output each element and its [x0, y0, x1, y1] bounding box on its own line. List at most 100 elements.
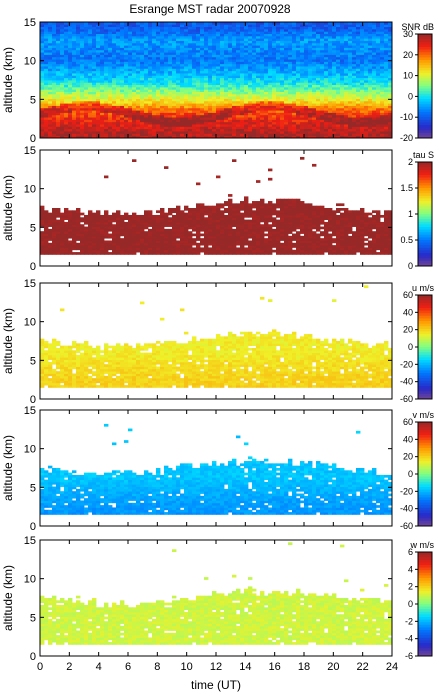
- heatmap-cell: [332, 47, 337, 51]
- heatmap-cell: [40, 205, 45, 209]
- heatmap-cell: [40, 22, 45, 25]
- heatmap-cell: [212, 45, 217, 48]
- heatmap-cell: [68, 242, 73, 246]
- heatmap-cell: [312, 107, 317, 111]
- heatmap-cell: [92, 242, 97, 246]
- heatmap-cell: [224, 66, 229, 69]
- heatmap-cell: [136, 82, 141, 86]
- heatmap-cell: [76, 45, 81, 48]
- heatmap-cell: [380, 131, 385, 134]
- heatmap-cell: [92, 75, 97, 79]
- heatmap-cell: [76, 84, 81, 88]
- heatmap-cell: [364, 105, 369, 109]
- heatmap-cell: [140, 119, 145, 123]
- heatmap-cell: [256, 68, 261, 72]
- heatmap-cell: [148, 212, 153, 216]
- heatmap-cell: [332, 124, 337, 127]
- heatmap-cell: [128, 96, 133, 99]
- heatmap-cell: [196, 49, 201, 53]
- heatmap-cell: [360, 66, 365, 69]
- heatmap-cell: [336, 63, 341, 67]
- heatmap-cell: [244, 38, 249, 41]
- heatmap-cell: [100, 52, 105, 55]
- heatmap-cell: [388, 89, 393, 92]
- heatmap-cell: [160, 47, 165, 51]
- heatmap-cell: [244, 47, 249, 51]
- heatmap-cell: [44, 89, 49, 92]
- heatmap-cell: [112, 107, 117, 111]
- heatmap-cell: [160, 68, 165, 72]
- heatmap-cell: [144, 28, 149, 32]
- heatmap-cell: [328, 68, 333, 72]
- heatmap-cell: [48, 84, 53, 88]
- heatmap-cell: [60, 96, 65, 99]
- heatmap-cell: [212, 117, 217, 120]
- heatmap-cell: [220, 22, 225, 25]
- heatmap-cell: [212, 82, 217, 86]
- heatmap-cell: [340, 73, 345, 76]
- heatmap-cell: [296, 100, 301, 104]
- heatmap-cell: [364, 124, 369, 127]
- heatmap-cell: [88, 110, 93, 113]
- heatmap-cell: [276, 52, 281, 55]
- heatmap-cell: [68, 54, 73, 58]
- heatmap-cell: [124, 73, 129, 76]
- heatmap-cell: [132, 128, 137, 132]
- heatmap-cell: [80, 24, 85, 28]
- heatmap-cell: [40, 247, 45, 251]
- heatmap-cell: [104, 77, 109, 81]
- heatmap-cell: [140, 73, 145, 76]
- heatmap-cell: [344, 89, 349, 92]
- heatmap-cell: [320, 26, 325, 30]
- heatmap-cell: [148, 61, 153, 65]
- heatmap-cell: [328, 119, 333, 123]
- heatmap-cell: [128, 77, 133, 81]
- heatmap-cell: [212, 56, 217, 60]
- heatmap-cell: [300, 24, 305, 28]
- heatmap-cell: [372, 52, 377, 55]
- heatmap-cell: [240, 84, 245, 88]
- heatmap-cell: [120, 40, 125, 44]
- heatmap-cell: [148, 56, 153, 60]
- heatmap-cell: [88, 210, 93, 214]
- heatmap-cell: [68, 249, 73, 253]
- heatmap-cell: [68, 226, 73, 230]
- heatmap-cell: [172, 63, 177, 67]
- heatmap-cell: [88, 59, 93, 62]
- heatmap-cell: [120, 77, 125, 81]
- heatmap-cell: [188, 82, 193, 86]
- heatmap-cell: [52, 126, 57, 130]
- heatmap-cell: [360, 105, 365, 109]
- heatmap-cell: [192, 80, 197, 83]
- heatmap-cell: [60, 228, 65, 232]
- heatmap-cell: [112, 133, 117, 137]
- heatmap-cell: [192, 56, 197, 60]
- heatmap-cell: [208, 66, 213, 69]
- heatmap-cell: [96, 80, 101, 83]
- heatmap-cell: [344, 38, 349, 41]
- heatmap-cell: [324, 22, 329, 25]
- heatmap-cell: [116, 91, 121, 95]
- heatmap-cell: [72, 240, 77, 244]
- heatmap-cell: [112, 131, 117, 134]
- heatmap-cell: [220, 89, 225, 92]
- heatmap-cell: [316, 112, 321, 116]
- heatmap-cell: [84, 75, 89, 79]
- heatmap-cell: [388, 63, 393, 67]
- heatmap-cell: [308, 61, 313, 65]
- heatmap-cell: [260, 49, 265, 53]
- heatmap-cell: [192, 35, 197, 39]
- colorbar-segment: [418, 67, 432, 71]
- heatmap-cell: [156, 63, 161, 67]
- heatmap-cell: [268, 26, 273, 30]
- heatmap-cell: [244, 49, 249, 53]
- heatmap-cell: [208, 24, 213, 28]
- heatmap-cell: [328, 117, 333, 120]
- heatmap-cell: [380, 86, 385, 90]
- heatmap-cell: [240, 100, 245, 104]
- heatmap-cell: [220, 93, 225, 97]
- heatmap-cell: [220, 68, 225, 72]
- heatmap-cell: [180, 56, 185, 60]
- heatmap-cell: [368, 114, 373, 118]
